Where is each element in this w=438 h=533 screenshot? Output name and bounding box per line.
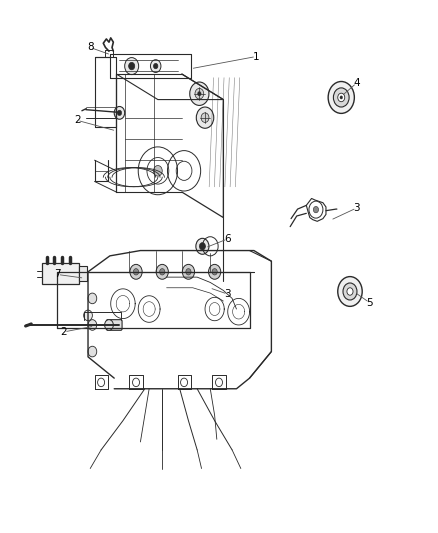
Circle shape — [88, 346, 97, 357]
Circle shape — [196, 238, 209, 254]
Circle shape — [196, 107, 214, 128]
Circle shape — [156, 264, 168, 279]
FancyBboxPatch shape — [79, 266, 87, 281]
Text: 3: 3 — [353, 203, 360, 213]
Text: 1: 1 — [253, 52, 259, 61]
FancyBboxPatch shape — [106, 320, 122, 330]
Circle shape — [130, 264, 142, 279]
Circle shape — [153, 63, 158, 69]
Text: 4: 4 — [353, 78, 360, 88]
Circle shape — [190, 82, 209, 106]
Circle shape — [150, 60, 161, 72]
FancyBboxPatch shape — [42, 263, 79, 284]
Circle shape — [338, 93, 345, 102]
Text: 5: 5 — [366, 297, 373, 308]
Text: 6: 6 — [224, 234, 231, 244]
Circle shape — [212, 269, 217, 275]
Circle shape — [333, 88, 349, 107]
Circle shape — [309, 201, 323, 218]
Circle shape — [125, 58, 139, 75]
Circle shape — [182, 264, 194, 279]
Circle shape — [198, 92, 201, 96]
Text: 2: 2 — [61, 327, 67, 337]
Text: 8: 8 — [87, 43, 93, 52]
Circle shape — [313, 206, 318, 213]
Circle shape — [114, 107, 125, 119]
Circle shape — [201, 113, 209, 123]
Circle shape — [129, 62, 135, 70]
Circle shape — [105, 320, 113, 330]
Text: 3: 3 — [224, 289, 231, 299]
Text: 7: 7 — [54, 270, 61, 279]
Circle shape — [328, 82, 354, 114]
Circle shape — [117, 110, 122, 116]
Circle shape — [340, 96, 343, 99]
Circle shape — [347, 288, 353, 295]
Circle shape — [88, 320, 97, 330]
Text: 2: 2 — [74, 115, 81, 125]
Circle shape — [159, 269, 165, 275]
Circle shape — [88, 293, 97, 304]
Circle shape — [343, 283, 357, 300]
Circle shape — [153, 165, 162, 176]
Circle shape — [199, 243, 205, 250]
Circle shape — [195, 88, 204, 99]
Circle shape — [84, 310, 92, 321]
Circle shape — [338, 277, 362, 306]
Circle shape — [208, 264, 221, 279]
Circle shape — [134, 269, 139, 275]
Circle shape — [186, 269, 191, 275]
